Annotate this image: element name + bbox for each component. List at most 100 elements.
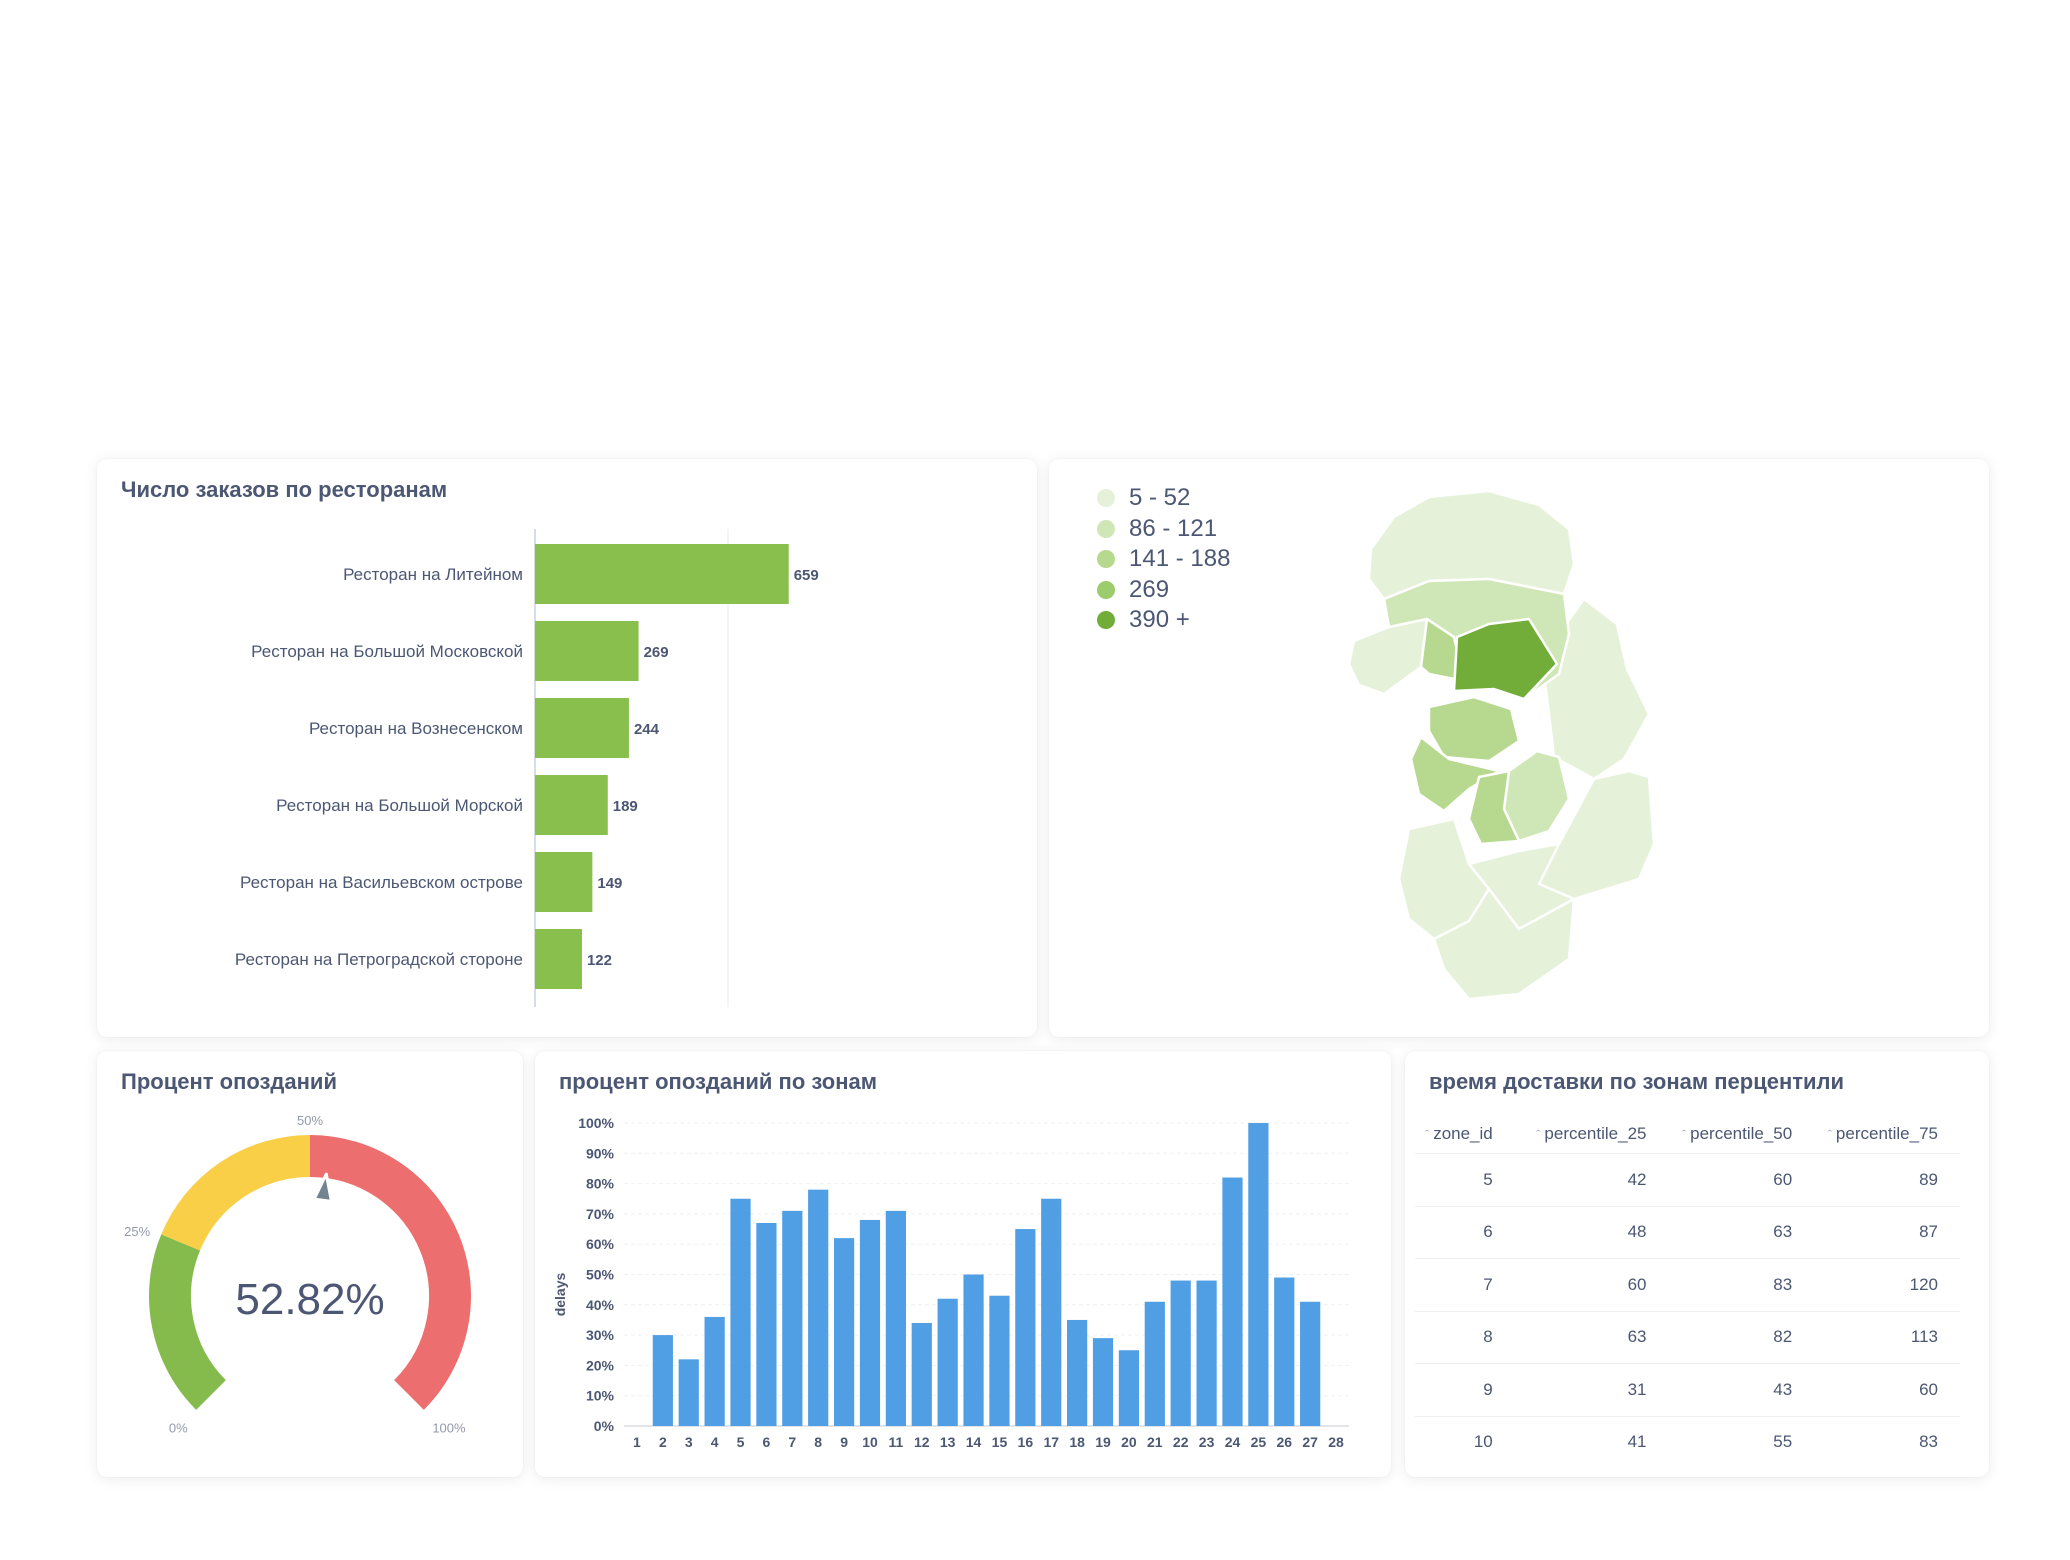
- delays-y-tick-label: 40%: [586, 1297, 615, 1313]
- table-header-cell[interactable]: ˆ percentile_25: [1523, 1115, 1669, 1154]
- legend-item[interactable]: 86 - 121: [1097, 514, 1230, 545]
- delays-bar[interactable]: [1041, 1198, 1062, 1426]
- gauge-card-title: Процент опозданий: [121, 1069, 337, 1094]
- delays-x-tick-label: 22: [1173, 1434, 1189, 1450]
- table-header-cell[interactable]: ˆ percentile_50: [1668, 1115, 1814, 1154]
- orders-bar-chart: 659 Ресторан на Литейном 269 Ресторан на Бо…: [235, 529, 819, 1007]
- sort-caret-icon: ˆ: [1424, 1127, 1430, 1142]
- delays-y-tick-label: 70%: [586, 1206, 615, 1222]
- orders-bar-value: 659: [794, 567, 819, 584]
- legend-label: 5 - 52: [1129, 484, 1191, 512]
- legend-item[interactable]: 269: [1097, 575, 1230, 606]
- orders-bar[interactable]: [535, 852, 593, 912]
- table-row[interactable]: 6 48 63 87: [1415, 1205, 1960, 1259]
- delays-bar[interactable]: [730, 1198, 751, 1426]
- table-cell: 9: [1415, 1363, 1523, 1416]
- delays-bar[interactable]: [937, 1298, 958, 1426]
- table-row[interactable]: 9 31 43 60: [1415, 1363, 1960, 1416]
- map-zone-east-upper[interactable]: [1542, 597, 1651, 781]
- legend-item[interactable]: 390 +: [1097, 605, 1230, 636]
- delays-x-tick-label: 13: [940, 1434, 956, 1450]
- table-cell: 43: [1668, 1363, 1815, 1416]
- delays-bar[interactable]: [911, 1322, 932, 1426]
- sort-caret-icon: ˆ: [1827, 1127, 1832, 1142]
- delays-bar[interactable]: [1300, 1301, 1321, 1426]
- delays-bar[interactable]: [652, 1335, 673, 1426]
- delays-by-zone-card: процент опозданий по зонам 0% 10% 20% 30% 40…: [535, 1051, 1391, 1477]
- gauge-segment: [149, 1234, 227, 1410]
- table-cell: 113: [1814, 1310, 1960, 1364]
- table-row[interactable]: 7 60 83 120: [1415, 1258, 1960, 1311]
- delays-bar[interactable]: [885, 1210, 906, 1426]
- delays-x-tick-label: 9: [840, 1434, 848, 1450]
- delays-y-tick-label: 20%: [586, 1357, 615, 1373]
- map-zone-south-inner[interactable]: [1467, 769, 1521, 846]
- delays-bar[interactable]: [1248, 1123, 1269, 1426]
- map-zone-west[interactable]: [1347, 617, 1429, 696]
- delays-bar[interactable]: [678, 1359, 699, 1426]
- delays-bar[interactable]: [1170, 1280, 1191, 1426]
- map-zone-south-west-inner[interactable]: [1409, 735, 1501, 813]
- table-cell: 7: [1415, 1258, 1523, 1311]
- delivery-percentiles-card: время доставки по зонам перцентили ˆ zone…: [1405, 1051, 1989, 1477]
- delays-bar[interactable]: [756, 1222, 777, 1426]
- delays-x-tick-label: 3: [685, 1434, 693, 1450]
- map-zone-middle[interactable]: [1427, 695, 1521, 763]
- delays-bar[interactable]: [1015, 1229, 1036, 1426]
- delays-bar[interactable]: [1118, 1350, 1140, 1426]
- delays-bar[interactable]: [1144, 1301, 1165, 1426]
- delays-bar[interactable]: [808, 1189, 829, 1426]
- legend-item[interactable]: 5 - 52: [1097, 483, 1230, 514]
- delays-bar[interactable]: [1196, 1280, 1217, 1426]
- map-zone-west-central[interactable]: [1419, 617, 1466, 683]
- table-cell: 41: [1522, 1415, 1669, 1468]
- delays-x-tick-label: 28: [1328, 1434, 1344, 1450]
- orders-by-restaurant-card: Число заказов по ресторанам 659 Ресторан …: [97, 459, 1037, 1037]
- table-cell: 31: [1522, 1363, 1669, 1416]
- gauge-segment: [161, 1135, 311, 1251]
- delays-x-tick-label: 4: [711, 1434, 719, 1450]
- table-header-cell[interactable]: ˆ zone_id: [1415, 1115, 1523, 1154]
- orders-category-label: Ресторан на Литейном: [343, 565, 523, 584]
- orders-bar[interactable]: [535, 775, 608, 835]
- table-header-cell[interactable]: ˆ percentile_75: [1814, 1115, 1960, 1154]
- orders-bar-value: 122: [587, 952, 612, 969]
- table-header-label: percentile_25: [1544, 1124, 1647, 1143]
- orders-bar-value: 189: [613, 798, 638, 815]
- gauge-segment: [309, 1135, 471, 1410]
- legend-swatch: [1097, 550, 1115, 569]
- map-zone-center[interactable]: [1452, 617, 1559, 701]
- table-cell: 6: [1415, 1205, 1523, 1259]
- orders-bar-value: 244: [634, 721, 660, 738]
- delays-bar[interactable]: [782, 1210, 803, 1426]
- delays-bar[interactable]: [859, 1219, 881, 1426]
- delays-bar[interactable]: [833, 1238, 855, 1426]
- delays-x-tick-label: 18: [1069, 1434, 1085, 1450]
- late-percent-card: Процент опозданий 0% 25% 50% 100% 52.82%: [97, 1051, 523, 1477]
- orders-bar[interactable]: [535, 929, 582, 989]
- delays-y-tick-label: 100%: [578, 1115, 614, 1131]
- table-row[interactable]: 5 42 60 89: [1415, 1153, 1960, 1206]
- gauge-value: 52.82%: [235, 1275, 384, 1324]
- delays-bar[interactable]: [704, 1316, 725, 1426]
- delays-bar[interactable]: [1092, 1338, 1114, 1426]
- legend-item[interactable]: 141 - 188: [1097, 544, 1230, 575]
- table-row[interactable]: 10 41 55 83: [1415, 1415, 1960, 1468]
- table-row[interactable]: 8 63 82 113: [1415, 1310, 1960, 1364]
- delays-bar[interactable]: [989, 1295, 1010, 1426]
- orders-bar[interactable]: [535, 544, 789, 604]
- gauge-tick-label: 0%: [169, 1420, 188, 1435]
- map-zone-south[interactable]: [1432, 887, 1576, 1001]
- delays-x-tick-label: 21: [1147, 1434, 1163, 1450]
- orders-category-label: Ресторан на Петроградской стороне: [235, 950, 523, 969]
- zone-map-card: 5 - 52 86 - 121 141 - 188 269 390 +: [1049, 459, 1989, 1037]
- delays-bar[interactable]: [963, 1274, 984, 1427]
- delays-bar[interactable]: [1274, 1277, 1295, 1426]
- orders-bar[interactable]: [535, 698, 629, 758]
- delays-bar[interactable]: [1067, 1319, 1088, 1426]
- legend-swatch: [1097, 611, 1115, 630]
- zone-map[interactable]: [1049, 459, 1989, 1037]
- delays-bar[interactable]: [1222, 1177, 1243, 1426]
- delays-bar-chart: 0%10%20%30%40%50%60%70%80%90%100%1 2 3 4 5 6 7…: [552, 1115, 1349, 1450]
- orders-bar[interactable]: [535, 621, 639, 681]
